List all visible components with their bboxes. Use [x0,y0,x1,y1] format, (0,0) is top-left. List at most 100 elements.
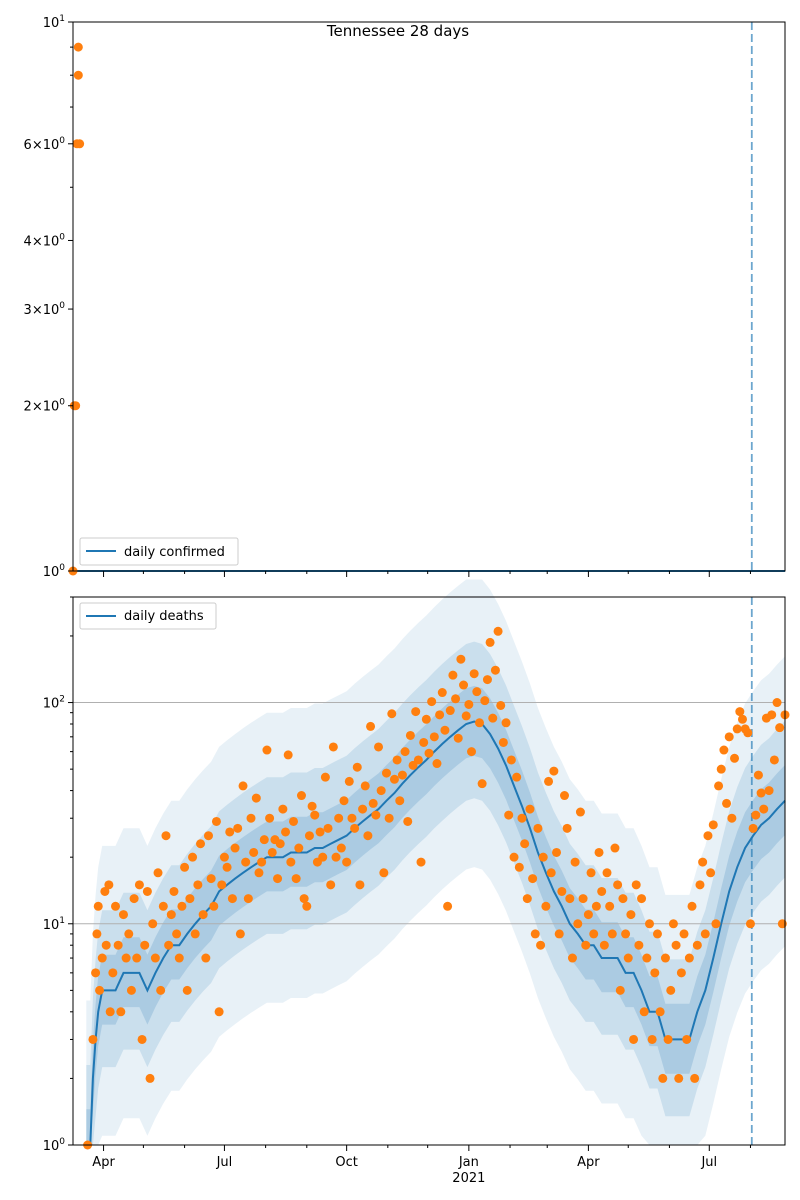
daily-deaths-point [318,852,328,862]
figure-title: Tennessee 28 days [326,22,469,40]
daily-deaths-point [91,968,101,978]
daily-deaths-point [658,1073,668,1083]
daily-deaths-point [421,714,431,724]
daily-deaths-point [273,874,283,884]
daily-deaths-point [589,929,599,939]
daily-deaths-point [573,919,583,929]
daily-deaths-point [201,953,211,963]
bottom-x-tick-label: Jul [216,1155,233,1170]
daily-deaths-point [578,894,588,904]
daily-deaths-point [615,985,625,995]
daily-deaths-point [121,953,131,963]
daily-deaths-point [291,874,301,884]
daily-deaths-point [626,910,636,920]
daily-deaths-point [570,857,580,867]
daily-deaths-point [679,929,689,939]
daily-deaths-point [682,1034,692,1044]
daily-deaths-point [286,857,296,867]
daily-deaths-point [621,929,631,939]
daily-deaths-point [389,774,399,784]
daily-deaths-point [719,745,729,755]
bottom-x-tick-label: Jan [458,1155,479,1170]
daily-deaths-point [722,798,732,808]
bottom-x-tick-label: Oct [335,1155,357,1170]
daily-deaths-point [748,823,758,833]
daily-deaths-point [575,807,585,817]
daily-deaths-point [259,835,269,845]
daily-deaths-point [381,768,391,778]
bottom-y-tick-label: 101 [43,916,65,933]
daily-deaths-point [552,847,562,857]
daily-deaths-point [296,791,306,801]
confidence-band-1 [86,579,786,1145]
daily-deaths-point [735,707,745,717]
bottom-legend-box [79,602,217,630]
daily-deaths-point [623,953,633,963]
daily-deaths-point [530,929,540,939]
daily-deaths-point [262,745,272,755]
daily-deaths-point [126,985,136,995]
daily-deaths-point [246,813,256,823]
daily-deaths-point [613,880,623,890]
daily-deaths-point [437,688,447,698]
daily-deaths-point [737,714,747,724]
daily-deaths-point [265,813,275,823]
daily-deaths-point [506,755,516,765]
daily-deaths-point [724,732,734,742]
daily-deaths-point [376,786,386,796]
daily-deaths-point [129,894,139,904]
daily-deaths-point [743,728,753,738]
daily-deaths-point [320,772,330,782]
daily-deaths-point [392,755,402,765]
daily-deaths-point [451,694,461,704]
daily-deaths-point [209,901,219,911]
daily-deaths-point [397,770,407,780]
daily-deaths-point [403,816,413,826]
daily-deaths-point [148,919,158,929]
daily-deaths-point [100,886,110,896]
daily-deaths-point [764,786,774,796]
daily-deaths-point [522,894,532,904]
daily-deaths-point [435,710,445,720]
daily-deaths-point [586,868,596,878]
daily-deaths-point [235,929,245,939]
daily-deaths-point [759,804,769,814]
daily-deaths-point [238,781,248,791]
daily-deaths-point [668,919,678,929]
daily-deaths-point [687,901,697,911]
bottom-x-year-label: 2021 [452,1171,485,1186]
bottom-x-tick-label: Jul [700,1155,717,1170]
daily-deaths-point [496,700,506,710]
daily-deaths-point [336,843,346,853]
daily-deaths-point [541,901,551,911]
daily-deaths-point [281,827,291,837]
top-data-point [75,139,85,149]
daily-deaths-point [400,747,410,757]
daily-deaths-point [185,894,195,904]
daily-deaths-point [650,968,660,978]
bottom-y-tick-label: 102 [43,695,65,712]
daily-deaths-point [469,669,479,679]
daily-deaths-point [461,711,471,721]
daily-deaths-point [607,929,617,939]
daily-deaths-point [411,707,421,717]
daily-deaths-point [464,699,474,709]
daily-deaths-point [493,626,503,636]
daily-deaths-point [225,827,235,837]
daily-deaths-point [745,919,755,929]
daily-deaths-point [254,868,264,878]
daily-deaths-point [302,901,312,911]
daily-deaths-point [432,759,442,769]
daily-deaths-point [93,901,103,911]
daily-deaths-point [477,779,487,789]
daily-deaths-point [180,862,190,872]
bottom-legend-label: daily deaths [124,609,204,624]
daily-deaths-point [203,831,213,841]
daily-deaths-point [323,823,333,833]
daily-deaths-point [498,737,508,747]
daily-deaths-point [134,880,144,890]
daily-deaths-point [424,748,434,758]
daily-deaths-point [631,880,641,890]
daily-deaths-point [355,880,365,890]
bottom-x-tick-label: Apr [577,1155,600,1170]
